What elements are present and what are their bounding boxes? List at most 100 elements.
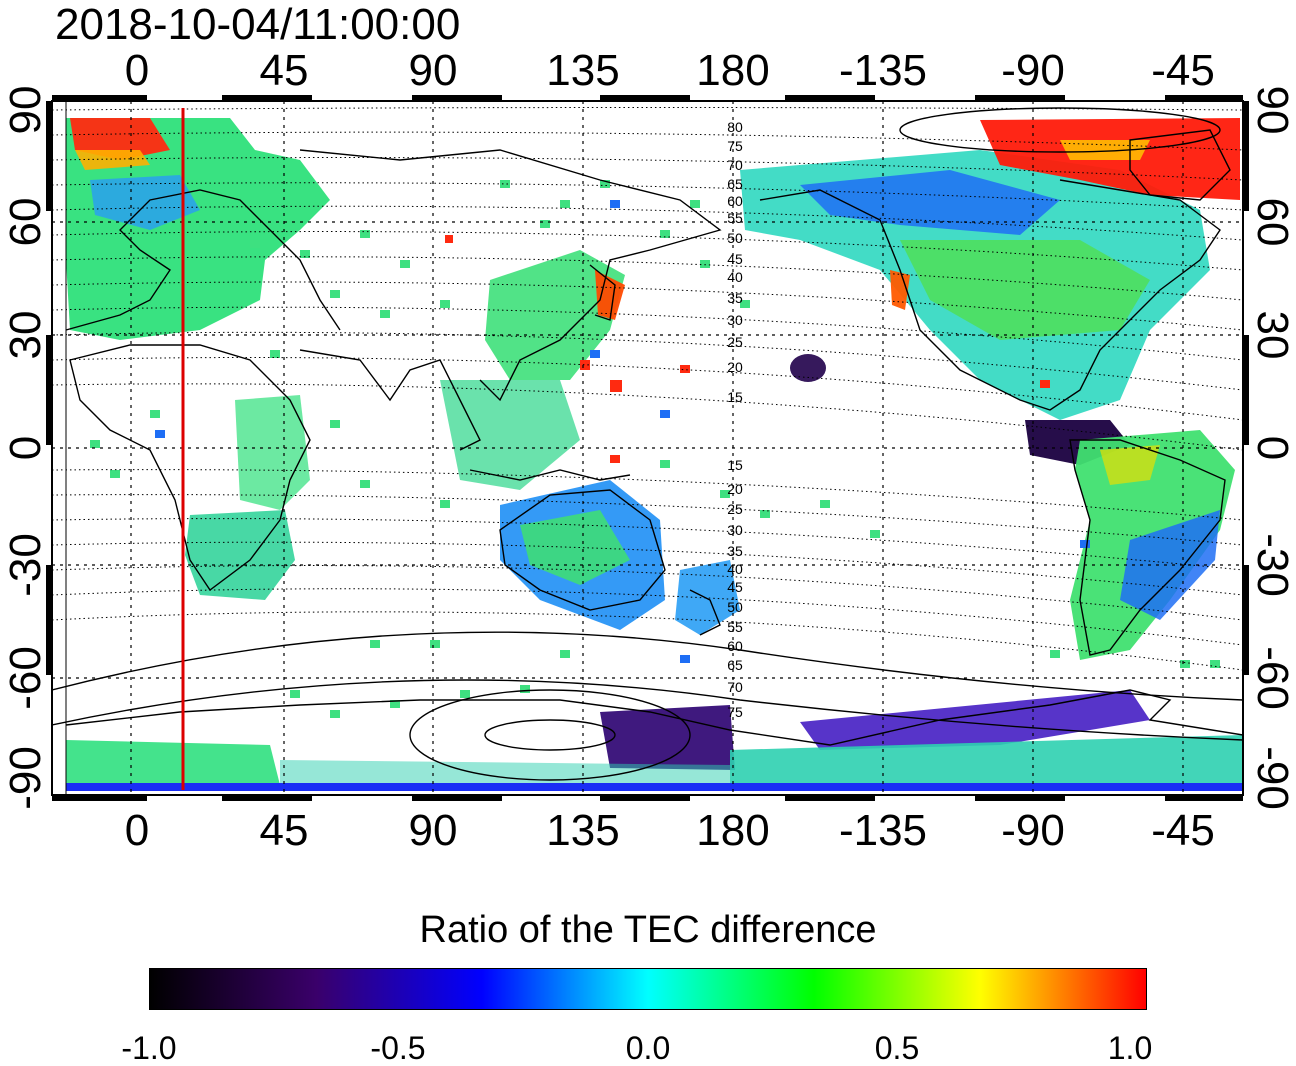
right-lat-label: -60	[1248, 646, 1296, 710]
contour-label: 75	[727, 704, 743, 720]
coast-asia	[299, 149, 722, 402]
top-lon-label: -90	[1001, 46, 1065, 95]
left-lat-label: 60	[1, 198, 50, 247]
bottom-lon-label: 135	[546, 806, 619, 855]
contour-label: 70	[727, 679, 743, 695]
coast-arabia-india	[299, 349, 481, 451]
right-latitude-labels: 90 60 30 0 -30 -60 -90	[1248, 86, 1296, 810]
tec-region-na-west-red	[890, 270, 910, 310]
top-lon-label: -135	[839, 46, 927, 95]
contour-lines	[52, 107, 1243, 671]
contour-label: 70	[727, 157, 743, 173]
colorbar-gradient	[149, 968, 1147, 1010]
tec-region-antarctic-west	[800, 690, 1150, 750]
bottom-lon-label: 45	[260, 806, 309, 855]
coast-nz	[689, 589, 721, 636]
right-lat-label: 60	[1248, 198, 1296, 247]
colorbar-tick-label: 0.5	[874, 1030, 920, 1066]
tec-region-na-green	[900, 240, 1150, 340]
bottom-lon-label: 180	[696, 806, 769, 855]
tec-scatter-tiles	[90, 180, 1220, 718]
colorbar-tick-label: 1.0	[1107, 1030, 1153, 1066]
top-lon-label: 135	[546, 46, 619, 95]
coast-australia	[499, 489, 666, 611]
tec-region-europe-red	[70, 118, 170, 160]
right-lat-label: -30	[1248, 533, 1296, 597]
tec-region-sa-blue	[1120, 510, 1220, 620]
tec-region-antarctic-sw	[66, 740, 280, 788]
coast-greenland	[1129, 129, 1231, 201]
contour-label: 30	[727, 522, 743, 538]
tec-region-arctic-yellow	[1060, 140, 1150, 160]
tec-region-africa-east	[235, 395, 310, 510]
lat-lon-grid	[52, 101, 1243, 795]
contour-label: 60	[727, 193, 743, 209]
contour-label: 30	[727, 312, 743, 328]
coast-south-america	[1069, 439, 1226, 656]
top-lon-label: 90	[409, 46, 458, 95]
contour-labels-north: 80 75 70 65 60 55 50 45 40 35 30 25 20 1…	[727, 119, 743, 405]
tec-region-south-edge	[66, 783, 1243, 791]
contour-label: 20	[727, 359, 743, 375]
left-lat-label: 30	[1, 311, 50, 360]
right-lat-label: 30	[1248, 311, 1296, 360]
frame-tick-bars	[46, 95, 1249, 801]
left-lat-label: -60	[1, 646, 50, 710]
bottom-lon-label: -90	[1001, 806, 1065, 855]
contour-label: 45	[727, 579, 743, 595]
top-lon-label: -45	[1151, 46, 1215, 95]
tec-scatter-tiles-red	[445, 235, 1050, 463]
tec-region-antarctic-pacific	[600, 705, 735, 770]
coast-africa	[69, 344, 311, 592]
coastlines	[65, 129, 1243, 746]
tec-region-na-blue	[800, 170, 1060, 235]
tec-region-antarctic-mid	[280, 760, 730, 788]
tec-region-sa-yellow	[1100, 445, 1160, 485]
left-lat-label: -30	[1, 533, 50, 597]
contour-label: 15	[727, 457, 743, 473]
contour-label: 40	[727, 269, 743, 285]
coast-europe	[65, 189, 341, 331]
right-lat-label: 0	[1248, 436, 1296, 460]
contour-label: 50	[727, 599, 743, 615]
top-longitude-labels: 0 45 90 135 180 -135 -90 -45	[125, 46, 1215, 95]
bottom-lon-label: -45	[1151, 806, 1215, 855]
contour-label: 65	[727, 657, 743, 673]
contour-label: 25	[727, 334, 743, 350]
contour-label: 20	[727, 481, 743, 497]
tec-region-antarctic-south	[730, 735, 1243, 790]
colorbar-tick-label: -0.5	[370, 1030, 426, 1066]
contour-lines-solid	[52, 107, 1243, 781]
contour-label: 75	[727, 138, 743, 154]
tec-region-japan	[595, 270, 625, 320]
tec-scatter-tiles-blue	[155, 200, 1090, 663]
contour-label: 55	[727, 210, 743, 226]
bottom-lon-label: 90	[409, 806, 458, 855]
tec-region-nz	[675, 560, 740, 635]
contour-label: 45	[727, 251, 743, 267]
timestamp-title: 2018-10-04/11:00:00	[55, 0, 461, 49]
coast-antarctica	[65, 689, 1243, 746]
contour-label: 35	[727, 290, 743, 306]
coast-indonesia	[469, 469, 631, 481]
coast-north-america	[759, 179, 1221, 411]
left-lat-label: 0	[1, 436, 50, 460]
top-lon-label: 45	[260, 46, 309, 95]
contour-label: 80	[727, 119, 743, 135]
contour-label: 25	[727, 501, 743, 517]
tec-region-se-asia	[440, 380, 580, 490]
left-lat-label: -90	[1, 746, 50, 810]
colorbar-tick-label: 0.0	[625, 1030, 671, 1066]
contour-label: 40	[727, 561, 743, 577]
top-lon-label: 180	[696, 46, 769, 95]
right-lat-label: -90	[1248, 746, 1296, 810]
top-lon-label: 0	[125, 46, 149, 95]
left-latitude-labels: 90 60 30 0 -30 -60 -90	[1, 86, 50, 810]
tec-region-east-asia	[485, 250, 625, 380]
tec-region-africa-south	[185, 510, 295, 600]
tec-region-europe	[66, 118, 330, 340]
contour-label: 55	[727, 619, 743, 635]
bottom-lon-label: 0	[125, 806, 149, 855]
contour-label: 60	[727, 638, 743, 654]
contour-label: 50	[727, 230, 743, 246]
